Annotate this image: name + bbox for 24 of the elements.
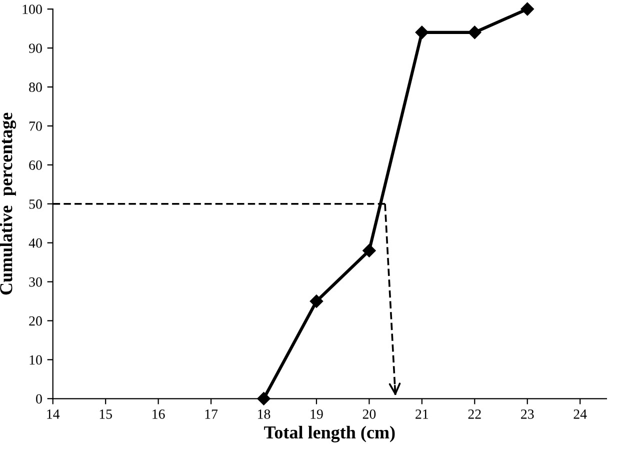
x-tick-label: 16	[152, 409, 165, 419]
y-tick-label: 0	[36, 394, 42, 404]
x-tick-label: 15	[100, 410, 112, 419]
x-tick-label: 17	[205, 410, 218, 419]
y-tick-label: 100	[22, 4, 42, 14]
y-tick-label: 40	[28, 238, 42, 248]
x-tick-label: 20	[362, 409, 376, 419]
x-tick-label: 19	[310, 409, 323, 419]
y-tick-label: 70	[29, 122, 42, 131]
y-tick-label: 20	[29, 316, 42, 326]
y-tick-label: 60	[29, 160, 42, 170]
y-tick-label: 80	[29, 82, 42, 92]
y-axis-title: Cumulative percentage	[0, 112, 16, 295]
y-tick-label: 30	[29, 277, 42, 287]
x-tick-label: 22	[468, 409, 481, 419]
x-tick-label: 24	[574, 409, 587, 419]
x-tick-label: 23	[521, 409, 534, 419]
y-tick-label: 10	[30, 355, 42, 365]
x-tick-label: 18	[258, 409, 270, 419]
y-tick-label: 90	[29, 44, 42, 53]
y-tick-label: 50	[29, 199, 42, 209]
x-tick-label: 21	[416, 409, 428, 419]
x-axis-title: Total length (cm)	[264, 426, 395, 442]
x-tick-label: 14	[47, 410, 60, 419]
